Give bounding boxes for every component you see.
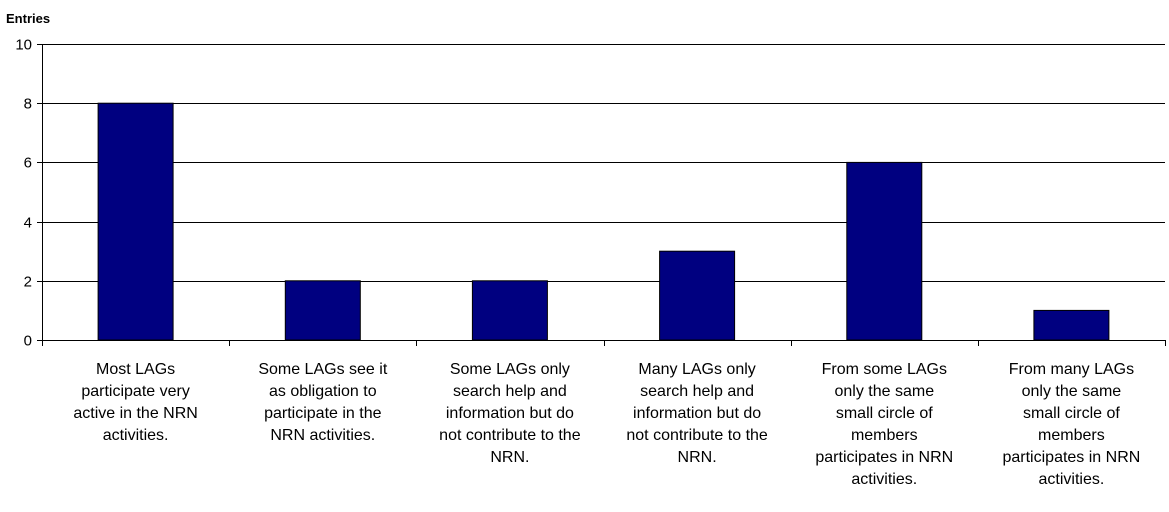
bar (1033, 309, 1110, 341)
x-category-label: Some LAGs only search help and information… (439, 361, 581, 466)
axes (37, 44, 1166, 346)
bars (97, 102, 1110, 341)
x-category-label: Some LAGs see it as obligation to particip… (258, 361, 388, 444)
bar (284, 280, 361, 341)
x-category-label: From many LAGs only the same small circle … (1002, 361, 1140, 488)
bar (471, 280, 548, 341)
y-tick-label: 4 (24, 215, 32, 232)
y-axis-label: Entries (6, 11, 50, 26)
x-category-labels: Most LAGs participate very active in the N… (73, 361, 1140, 488)
y-tick-labels: 0 2 4 6 8 10 (15, 37, 32, 350)
y-tick-label: 6 (24, 155, 32, 172)
x-category-label: From some LAGs only the same small circle … (815, 361, 953, 488)
y-tick-label: 2 (24, 274, 32, 291)
x-category-label: Most LAGs participate very active in the N… (73, 361, 198, 444)
bar (846, 161, 923, 341)
y-tick-label: 8 (24, 96, 32, 113)
gridlines (42, 44, 1165, 282)
y-tick-label: 10 (15, 37, 32, 54)
bar (97, 102, 174, 341)
x-category-label: Many LAGs only search help and information… (626, 361, 768, 466)
bar (659, 250, 736, 341)
y-tick-label: 0 (24, 333, 32, 350)
